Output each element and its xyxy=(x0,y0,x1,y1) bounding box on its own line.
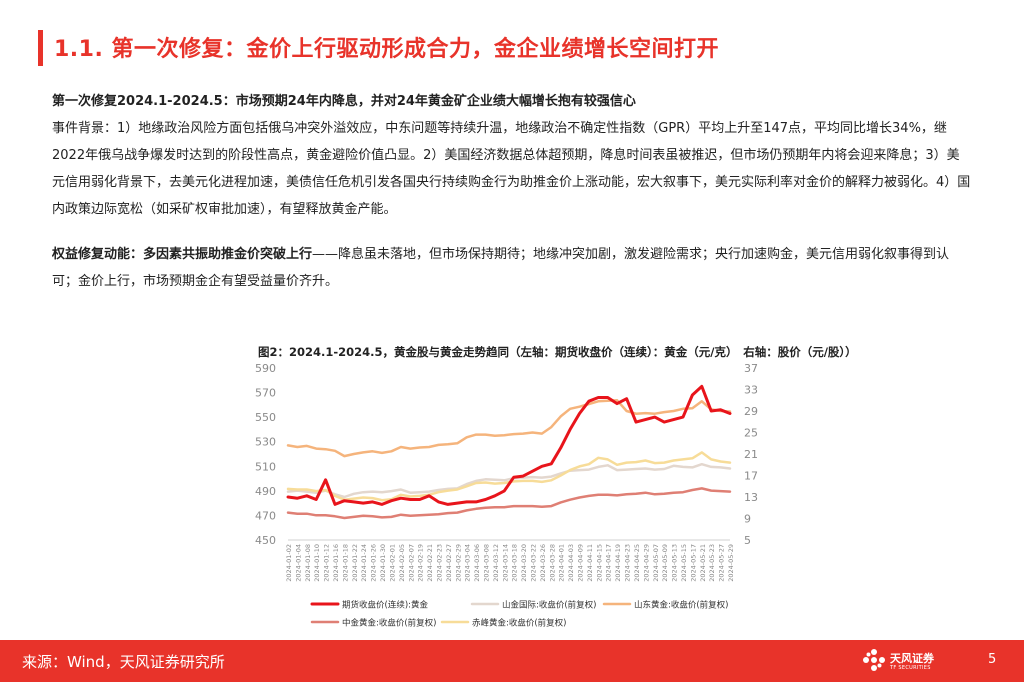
x-axis-tick-label: 2024-01-30 xyxy=(379,544,387,582)
x-axis-tick-label: 2024-03-18 xyxy=(511,544,519,582)
chart-legend: 期货收盘价(连续):黄金 山金国际:收盘价(前复权) 山东黄金:收盘价(前复权) 中金… xyxy=(310,600,729,629)
left-axis-tick-label: 510 xyxy=(255,460,276,473)
right-axis-tick-label: 37 xyxy=(744,362,758,375)
paragraph-momentum-lead: 权益修复动能：多因素共振助推金价突破上行 xyxy=(52,247,313,262)
chart-caption: 图2：2024.1-2024.5，黄金股与黄金走势趋同（左轴：期货收盘价（连续）… xyxy=(258,345,857,359)
series-line xyxy=(286,384,732,506)
left-axis-tick-label: 590 xyxy=(255,362,276,375)
paragraph-momentum: 权益修复动能：多因素共振助推金价突破上行——降息虽未落地，但市场保持期待；地缘冲… xyxy=(52,241,972,295)
x-axis-tick-label: 2024-03-04 xyxy=(464,544,472,582)
x-axis-tick-label: 2024-04-25 xyxy=(633,544,641,582)
x-axis-tick-label: 2024-05-13 xyxy=(671,544,679,582)
x-axis-tick-label: 2024-05-09 xyxy=(661,544,669,582)
series-lines xyxy=(286,384,732,520)
x-axis-tick-label: 2024-05-23 xyxy=(708,544,716,582)
x-axis-tick-label: 2024-02-23 xyxy=(435,544,443,582)
right-axis: 5 9 13 17 21 25 29 33 37 xyxy=(744,362,758,547)
left-axis-tick-label: 570 xyxy=(255,387,276,400)
left-axis: 450 470 490 510 530 550 570 590 xyxy=(255,362,276,547)
logo-text: 天风证券 xyxy=(890,652,934,665)
x-axis-tick-label: 2024-01-22 xyxy=(351,544,359,582)
paragraph-background: 事件背景：1）地缘政治风险方面包括俄乌冲突外溢效应，中东问题等持续升温，地缘政治… xyxy=(52,121,971,217)
x-axis-tick-label: 2024-01-02 xyxy=(285,544,293,582)
x-axis: 2024-01-02 2024-01-04 2024-01-08 2024-01-10… xyxy=(285,539,735,582)
x-axis-tick-label: 2024-02-29 xyxy=(454,544,462,582)
legend-label: 山金国际:收盘价(前复权) xyxy=(502,600,597,611)
x-axis-tick-label: 2024-02-19 xyxy=(417,544,425,582)
right-axis-tick-label: 13 xyxy=(744,491,758,504)
right-axis-tick-label: 33 xyxy=(744,384,758,397)
x-axis-tick-label: 2024-04-23 xyxy=(624,544,632,582)
title-accent-bar xyxy=(38,30,43,66)
body-text: 第一次修复2024.1-2024.5：市场预期24年内降息，并对24年黄金矿企业… xyxy=(52,88,972,295)
x-axis-tick-label: 2024-03-08 xyxy=(482,544,490,582)
x-axis-tick-label: 2024-03-12 xyxy=(492,544,500,582)
x-axis-tick-label: 2024-03-06 xyxy=(473,544,481,582)
left-axis-tick-label: 450 xyxy=(255,534,276,547)
right-axis-tick-label: 17 xyxy=(744,470,758,483)
x-axis-tick-label: 2024-05-07 xyxy=(652,544,660,582)
footer-bar xyxy=(0,640,1024,682)
logo-subtext: TF SECURITIES xyxy=(890,665,931,671)
x-axis-tick-label: 2024-03-14 xyxy=(501,544,509,582)
right-axis-tick-label: 25 xyxy=(744,427,758,440)
x-axis-tick-label: 2024-04-01 xyxy=(558,544,566,582)
x-axis-tick-label: 2024-01-24 xyxy=(360,544,368,582)
left-axis-tick-label: 530 xyxy=(255,436,276,449)
legend-label: 山东黄金:收盘价(前复权) xyxy=(634,600,729,611)
x-axis-tick-label: 2024-02-07 xyxy=(407,544,415,582)
x-axis-tick-label: 2024-04-11 xyxy=(586,544,594,582)
tf-securities-logo: 天风证券 TF SECURITIES xyxy=(862,648,942,676)
right-axis-tick-label: 21 xyxy=(744,448,758,461)
gold-price-chart: 450 470 490 510 530 550 570 590 5 9 13 17 21 25 29 33 3… xyxy=(255,362,758,629)
x-axis-tick-label: 2024-04-19 xyxy=(614,544,622,582)
x-axis-tick-label: 2024-05-15 xyxy=(680,544,688,582)
x-axis-tick-label: 2024-04-17 xyxy=(605,544,613,582)
x-axis-tick-label: 2024-04-03 xyxy=(567,544,575,582)
x-axis-tick-label: 2024-03-26 xyxy=(539,544,547,582)
logo-flower-icon xyxy=(863,649,885,671)
x-axis-tick-label: 2024-01-10 xyxy=(313,544,321,582)
left-axis-tick-label: 470 xyxy=(255,509,276,522)
x-axis-tick-label: 2024-05-27 xyxy=(718,544,726,582)
x-axis-tick-label: 2024-01-12 xyxy=(323,544,331,582)
x-axis-tick-label: 2024-04-15 xyxy=(595,544,603,582)
x-axis-tick-label: 2024-01-18 xyxy=(341,544,349,582)
x-axis-tick-label: 2024-01-26 xyxy=(370,544,378,582)
x-axis-tick-label: 2024-01-08 xyxy=(304,544,312,582)
x-axis-tick-label: 2024-03-22 xyxy=(530,544,538,582)
page-title: 1.1. 第一次修复：金价上行驱动形成合力，金企业绩增长空间打开 xyxy=(54,37,719,62)
x-axis-tick-label: 2024-02-27 xyxy=(445,544,453,582)
series-line xyxy=(286,487,732,520)
x-axis-tick-label: 2024-02-21 xyxy=(426,544,434,582)
x-axis-tick-label: 2024-05-29 xyxy=(727,544,735,582)
left-axis-tick-label: 550 xyxy=(255,411,276,424)
legend-label: 期货收盘价(连续):黄金 xyxy=(342,600,428,611)
x-axis-tick-label: 2024-01-16 xyxy=(332,544,340,582)
x-axis-tick-label: 2024-05-21 xyxy=(699,544,707,582)
series-line xyxy=(286,462,732,499)
legend-label: 中金黄金:收盘价(前复权) xyxy=(342,618,437,629)
right-axis-tick-label: 9 xyxy=(744,513,751,526)
legend-label: 赤峰黄金:收盘价(前复权) xyxy=(472,618,567,629)
x-axis-tick-label: 2024-03-28 xyxy=(548,544,556,582)
series-line xyxy=(286,399,732,458)
x-axis-tick-label: 2024-03-20 xyxy=(520,544,528,582)
page-number: 5 xyxy=(988,652,997,667)
x-axis-tick-label: 2024-04-09 xyxy=(577,544,585,582)
left-axis-tick-label: 490 xyxy=(255,485,276,498)
x-axis-tick-label: 2024-02-05 xyxy=(398,544,406,582)
x-axis-tick-label: 2024-05-17 xyxy=(689,544,697,582)
paragraph-momentum-rest: ——降息虽未落地，但市场保持期待；地缘冲突加剧，激发避险需求；央行加速购金，美元… xyxy=(52,247,950,289)
right-axis-tick-label: 5 xyxy=(744,534,751,547)
x-axis-tick-label: 2024-01-04 xyxy=(294,544,302,582)
right-axis-tick-label: 29 xyxy=(744,405,758,418)
x-axis-tick-label: 2024-02-01 xyxy=(388,544,396,582)
source-note: 来源：Wind，天风证券研究所 xyxy=(22,653,225,671)
section-heading: 第一次修复2024.1-2024.5：市场预期24年内降息，并对24年黄金矿企业… xyxy=(52,94,636,109)
x-axis-tick-label: 2024-04-29 xyxy=(642,544,650,582)
